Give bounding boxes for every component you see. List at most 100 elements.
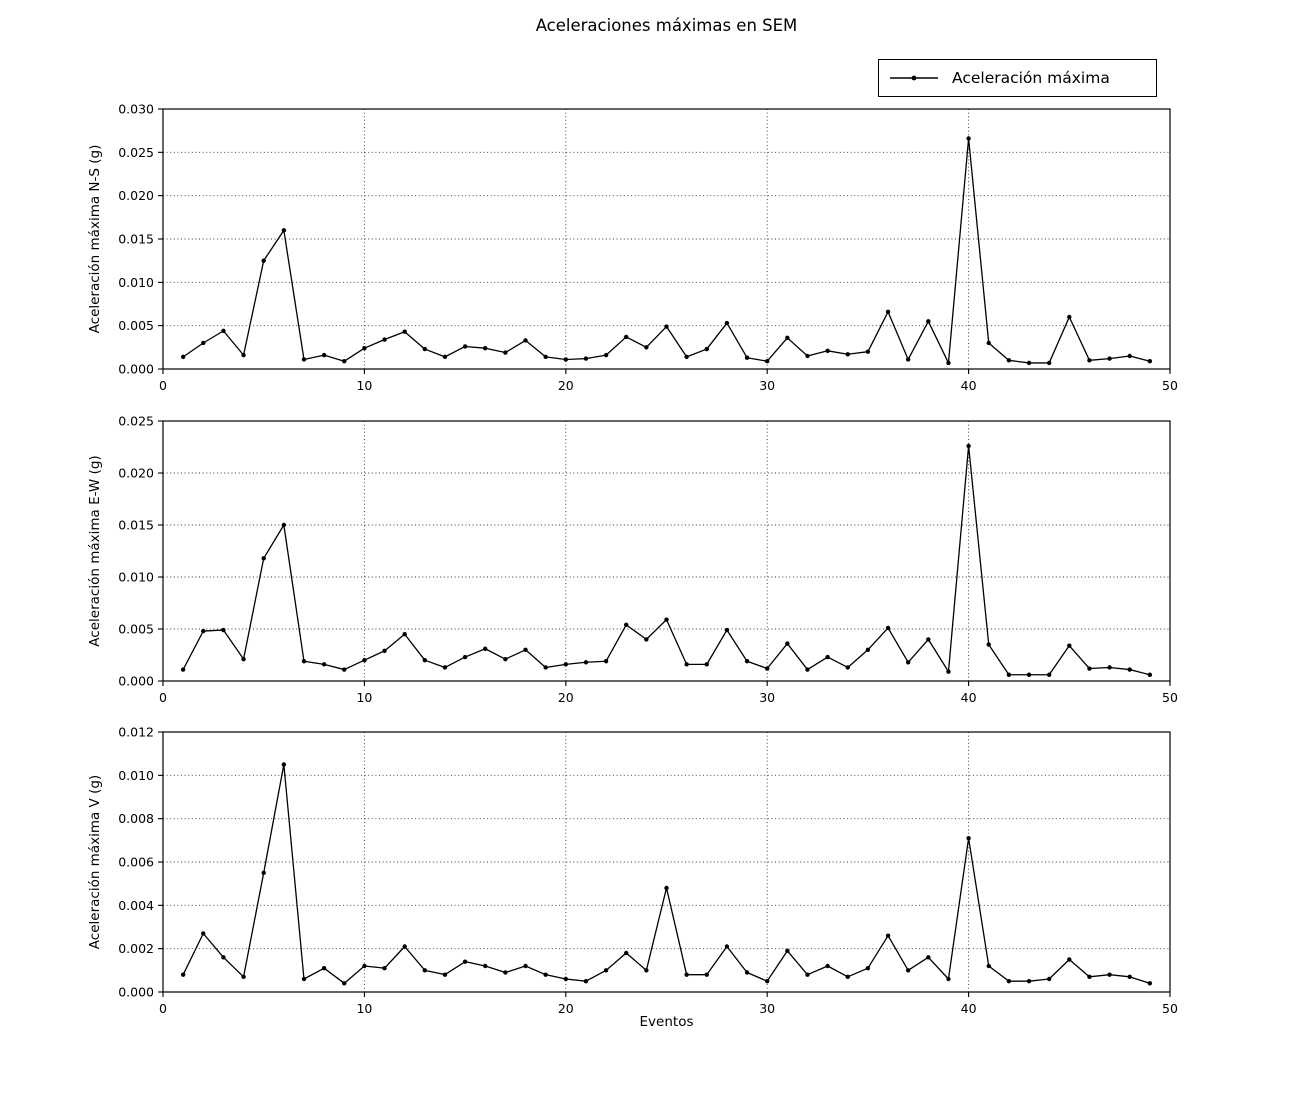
data-point — [1127, 353, 1132, 359]
data-point — [1026, 360, 1032, 366]
data-point — [301, 976, 307, 982]
data-point — [744, 355, 750, 360]
data-point — [765, 666, 770, 671]
data-point — [885, 309, 891, 314]
data-point — [221, 627, 226, 633]
data-point — [1006, 978, 1012, 984]
data-point — [1147, 981, 1153, 986]
series-line — [182, 763, 1151, 984]
data-point — [966, 136, 971, 141]
data-point — [1087, 358, 1092, 363]
data-point — [724, 944, 730, 949]
x-tick-label: 20 — [558, 690, 574, 705]
data-point — [966, 443, 971, 449]
data-point — [422, 968, 428, 973]
data-point — [180, 972, 186, 977]
data-point — [644, 345, 649, 350]
data-point — [261, 870, 266, 876]
data-point — [624, 950, 629, 956]
x-tick-label: 20 — [558, 378, 574, 393]
data-point — [624, 622, 629, 628]
x-tick-label: 10 — [356, 378, 372, 393]
y-tick-label: 0.000 — [118, 362, 154, 377]
data-point — [946, 669, 951, 674]
x-tick-label: 30 — [759, 378, 775, 393]
y-tick-label: 0.000 — [118, 674, 154, 689]
data-point — [724, 627, 730, 633]
data-point — [1107, 972, 1112, 977]
data-point — [664, 324, 669, 329]
y-tick-label: 0.008 — [118, 811, 154, 826]
xlabel: Eventos — [639, 1014, 694, 1030]
data-point — [362, 658, 367, 663]
data-point — [1147, 359, 1153, 364]
data-point — [624, 334, 629, 340]
data-point — [503, 656, 508, 662]
data-point — [483, 346, 488, 351]
data-point — [321, 352, 327, 358]
data-point — [543, 972, 548, 977]
data-point — [684, 354, 689, 360]
data-point — [201, 340, 206, 346]
data-point — [1006, 358, 1012, 363]
data-point — [462, 959, 468, 964]
data-point — [382, 648, 387, 654]
data-point — [221, 955, 226, 960]
data-point — [442, 972, 448, 977]
y-tick-label: 0.006 — [118, 855, 154, 870]
data-point — [583, 356, 589, 361]
data-point — [845, 665, 850, 670]
x-tick-label: 30 — [759, 1001, 775, 1016]
data-point — [342, 981, 347, 986]
y-tick-label: 0.025 — [118, 414, 154, 429]
data-point — [362, 963, 367, 969]
data-point — [986, 642, 991, 647]
data-point — [543, 665, 548, 670]
data-point — [926, 319, 931, 324]
x-tick-label: 50 — [1162, 378, 1178, 393]
y-tick-label: 0.025 — [118, 145, 154, 160]
y-tick-label: 0.015 — [118, 518, 154, 533]
data-point — [765, 978, 770, 984]
data-point — [986, 963, 991, 969]
data-point — [462, 344, 468, 349]
y-tick-label: 0.012 — [118, 725, 154, 740]
y-tick-label: 0.010 — [118, 275, 154, 290]
y-tick-label: 0.005 — [118, 318, 154, 333]
data-point — [442, 354, 448, 360]
data-point — [744, 659, 750, 664]
data-point — [241, 352, 246, 358]
data-point — [603, 352, 609, 358]
data-point — [402, 944, 407, 949]
data-point — [523, 338, 528, 343]
x-tick-label: 40 — [961, 1001, 977, 1016]
x-tick-label: 10 — [356, 690, 372, 705]
data-point — [704, 662, 709, 667]
data-point — [523, 963, 528, 969]
series-line — [182, 137, 1151, 364]
data-point — [483, 963, 488, 969]
data-point — [946, 360, 951, 366]
data-point — [1046, 672, 1052, 677]
data-point — [442, 665, 448, 670]
y-tick-label: 0.010 — [118, 768, 154, 783]
data-point — [825, 348, 830, 353]
data-point — [1006, 672, 1012, 677]
x-tick-label: 0 — [159, 690, 167, 705]
data-point — [966, 835, 971, 841]
data-point — [462, 654, 468, 660]
data-point — [704, 972, 709, 977]
data-point — [1107, 356, 1112, 361]
data-point — [1026, 672, 1032, 677]
data-point — [1026, 978, 1032, 984]
y-tick-label: 0.010 — [118, 570, 154, 585]
x-tick-label: 40 — [961, 690, 977, 705]
data-point — [926, 955, 931, 960]
data-point — [926, 637, 931, 642]
data-point — [1107, 665, 1112, 670]
data-point — [785, 948, 790, 954]
legend-label: Aceleración máxima — [952, 69, 1110, 87]
data-point — [1127, 974, 1132, 980]
data-point — [865, 349, 871, 354]
